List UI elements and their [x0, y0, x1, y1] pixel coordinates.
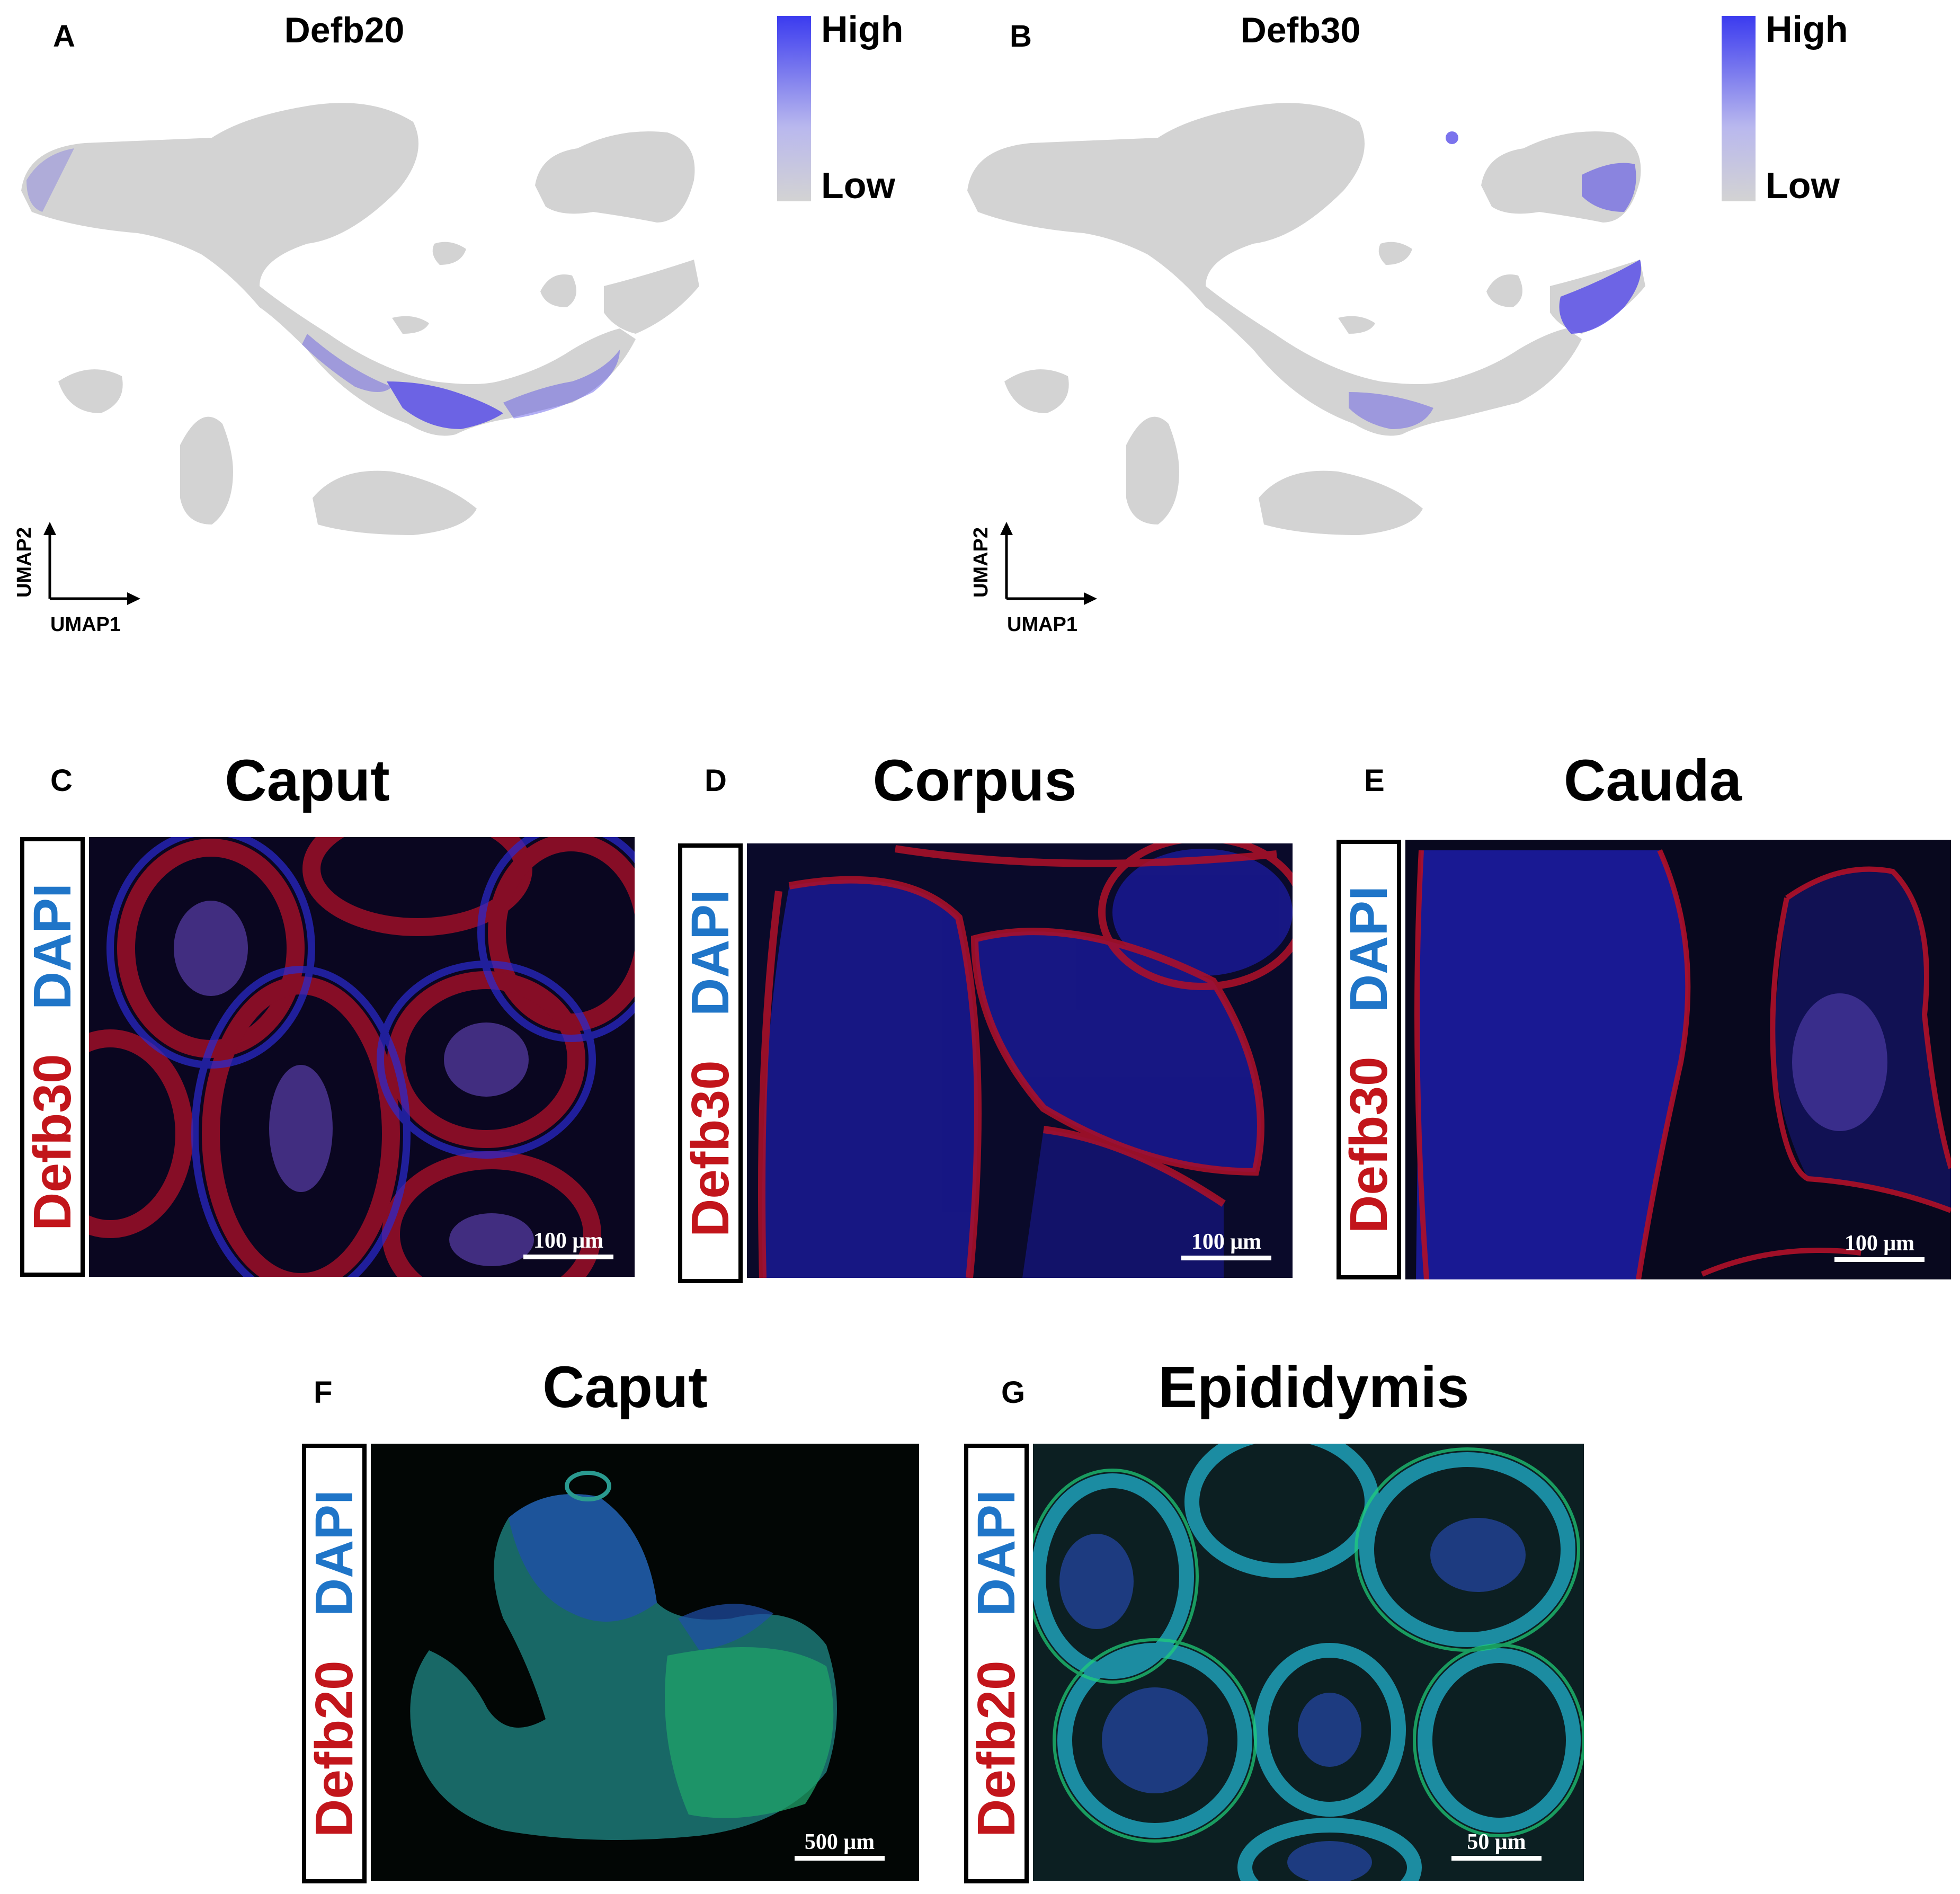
umap-cluster-right-mid [540, 274, 576, 307]
umap-cluster-right-arm [604, 260, 699, 334]
panel-c-stain-label: Defb30 DAPI [20, 837, 85, 1277]
umap-high-expression-b2 [1582, 163, 1636, 212]
panel-c-stain: DAPI [23, 883, 82, 1010]
umap-axes-a [43, 522, 140, 605]
micrograph-d: 100 μm [747, 843, 1293, 1278]
umap-plot-b [967, 103, 1645, 535]
scale-bar-e-label: 100 μm [1844, 1231, 1915, 1256]
panel-c-marker: Defb30 [23, 1054, 82, 1231]
panel-e-marker: Defb30 [1339, 1056, 1398, 1233]
umap-high-expression-a [387, 381, 503, 429]
panel-c-label: C [50, 763, 73, 798]
panel-d-stain-label: Defb30 DAPI [678, 843, 743, 1283]
scale-bar-g-label: 50 μm [1467, 1830, 1526, 1854]
axis-label-umap2-b: UMAP2 [970, 527, 993, 598]
legend-gradient-b [1722, 16, 1756, 201]
axis-label-umap2-a: UMAP2 [13, 527, 36, 598]
umap-axes-b [1000, 522, 1097, 605]
legend-high-a: High [821, 8, 904, 50]
scale-bar-g: 50 μm [1451, 1829, 1542, 1861]
panel-e-label: E [1364, 763, 1385, 798]
panel-d-marker: Defb30 [681, 1060, 740, 1237]
panel-a-title: Defb20 [284, 10, 405, 50]
micrograph-e: 100 μm [1405, 840, 1951, 1279]
micrograph-c: 100 μm [89, 837, 635, 1277]
legend-low-a: Low [821, 165, 895, 206]
scale-bar-e: 100 μm [1834, 1231, 1925, 1262]
legend-high-b: High [1766, 8, 1848, 50]
legend-low-b: Low [1766, 165, 1840, 206]
panel-d-label: D [705, 763, 727, 798]
panel-g-marker: Defb20 [967, 1660, 1026, 1837]
scale-bar-f-label: 500 μm [804, 1830, 875, 1854]
panel-b-title: Defb30 [1240, 10, 1361, 50]
micrograph-g: 50 μm [1033, 1444, 1584, 1881]
panel-c-title: Caput [225, 748, 390, 813]
umap-cluster-bottom-right [313, 470, 477, 535]
panel-g-stain-label: Defb20 DAPI [964, 1444, 1029, 1883]
umap-cluster-right-top [535, 131, 695, 223]
umap-high-expression-b1 [1559, 260, 1641, 334]
panel-g-label: G [1001, 1375, 1026, 1410]
scale-bar-d: 100 μm [1181, 1229, 1271, 1260]
umap-cluster-bottom-left [58, 369, 123, 413]
panel-d-stain: DAPI [681, 890, 740, 1017]
axis-label-umap1-a: UMAP1 [50, 613, 121, 636]
panel-d-title: Corpus [872, 748, 1077, 813]
panel-f-title: Caput [542, 1355, 708, 1420]
umap-plot-a [21, 103, 699, 535]
umap-cluster-bottom-mid [180, 416, 233, 524]
micrograph-f: 500 μm [371, 1444, 919, 1881]
panel-a-label: A [53, 19, 75, 54]
umap-cluster-small-1 [432, 242, 466, 265]
scale-bar-f: 500 μm [795, 1829, 885, 1861]
scale-bar-c: 100 μm [523, 1228, 613, 1259]
panel-f-marker: Defb20 [305, 1660, 364, 1837]
panel-f-stain-label: Defb20 DAPI [302, 1444, 367, 1883]
umap-cluster-small-2 [392, 316, 429, 334]
panel-e-stain-label: Defb30 DAPI [1337, 840, 1401, 1279]
panel-e-stain: DAPI [1339, 886, 1398, 1013]
axis-label-umap1-b: UMAP1 [1007, 613, 1078, 636]
panel-g-stain: DAPI [967, 1490, 1026, 1617]
umap-cluster-main [21, 103, 636, 436]
panel-f-label: F [314, 1375, 333, 1410]
panel-f-stain: DAPI [305, 1490, 364, 1617]
panel-e-title: Cauda [1563, 748, 1742, 813]
scale-bar-d-label: 100 μm [1191, 1230, 1262, 1254]
scale-bar-c-label: 100 μm [533, 1229, 604, 1253]
legend-gradient-a [777, 16, 811, 201]
panel-b-label: B [1010, 19, 1032, 54]
panel-g-title: Epididymis [1158, 1355, 1469, 1420]
